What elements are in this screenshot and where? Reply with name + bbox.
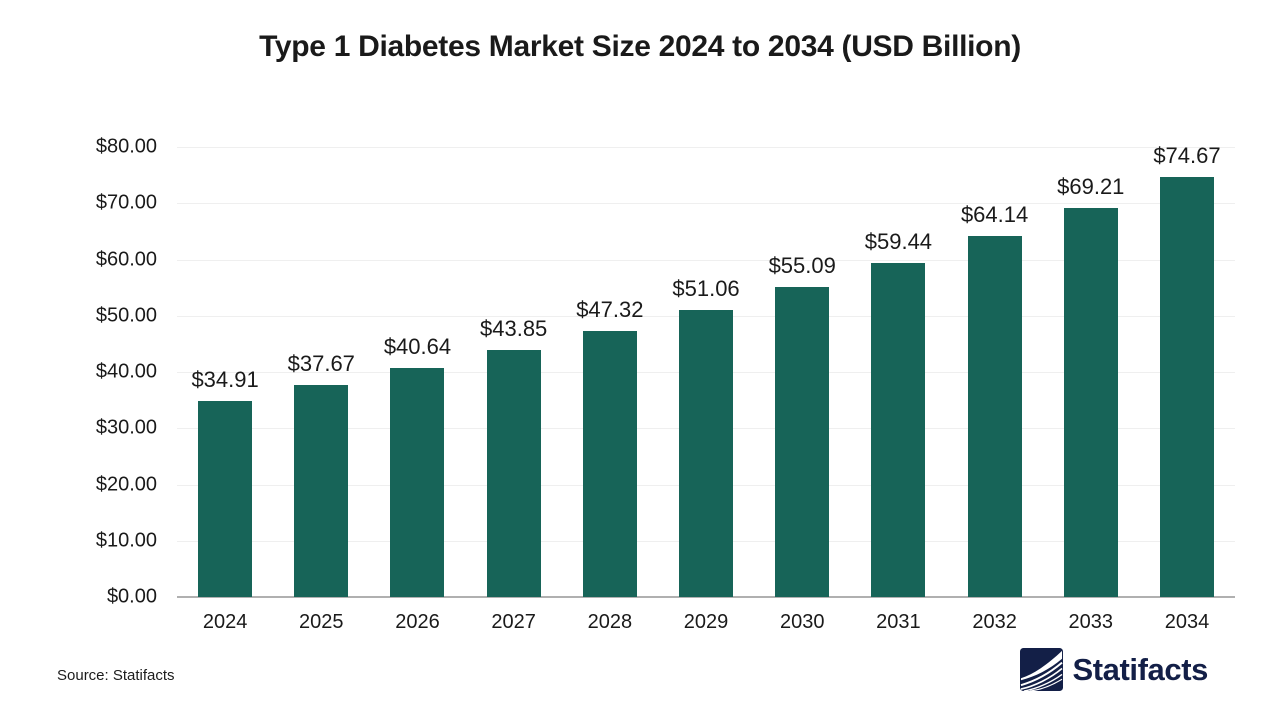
bar-value-label-2025: $37.67 bbox=[287, 351, 355, 377]
x-tick-label-2027: 2027 bbox=[491, 611, 536, 633]
x-tick-label-2024: 2024 bbox=[202, 611, 248, 633]
x-axis-line bbox=[177, 596, 1235, 598]
statifacts-logo-icon bbox=[1020, 648, 1064, 691]
x-tick-label-2034: 2034 bbox=[1164, 611, 1210, 633]
gridline bbox=[177, 147, 1235, 148]
bar-slot-2026: $40.64 bbox=[369, 147, 465, 597]
bar-slot-2034: $74.67 bbox=[1139, 143, 1235, 597]
x-tick-label-2029: 2029 bbox=[683, 611, 729, 633]
bar-2024 bbox=[198, 400, 253, 597]
bar-series: $34.91 $37.67 $40.64 $43.85 $47.32 $51.06 $55.… bbox=[177, 143, 1235, 597]
bar-value-label-2033: $69.21 bbox=[1057, 173, 1125, 199]
bar-value-label-2031: $59.44 bbox=[864, 228, 933, 254]
gridline bbox=[177, 259, 1235, 261]
source-note: Source: Statifacts bbox=[57, 667, 175, 684]
bar-2027 bbox=[486, 350, 541, 597]
bar-value-label-2030: $55.09 bbox=[768, 253, 836, 279]
bar-2032 bbox=[967, 236, 1022, 597]
y-tick-label: $40.00 bbox=[95, 360, 157, 383]
y-tick-label: $30.00 bbox=[95, 416, 157, 439]
bar-2033 bbox=[1063, 207, 1118, 597]
plot-area: $34.91 $37.67 $40.64 $43.85 $47.32 $51.06 $55.… bbox=[177, 143, 1235, 598]
bar-slot-2025: $37.67 bbox=[273, 147, 369, 597]
y-tick-label: $70.00 bbox=[95, 191, 157, 214]
bar-slot-2030: $55.09 bbox=[754, 147, 850, 597]
x-tick-label-2032: 2032 bbox=[972, 611, 1017, 633]
bar-slot-2031: $59.44 bbox=[850, 147, 946, 597]
bar-slot-2029: $51.06 bbox=[658, 147, 754, 597]
brand-wordmark: Statifacts bbox=[1072, 651, 1208, 687]
x-tick-label-2030: 2030 bbox=[779, 611, 825, 633]
bar-slot-2027: $43.85 bbox=[466, 147, 562, 597]
bar-2026 bbox=[390, 368, 445, 597]
brand-logo: Statifacts bbox=[1020, 648, 1208, 691]
bar-value-label-2024: $34.91 bbox=[191, 366, 259, 392]
bar-2029 bbox=[679, 309, 734, 597]
x-tick-label-2033: 2033 bbox=[1068, 611, 1114, 633]
y-tick-label: $50.00 bbox=[95, 304, 157, 327]
y-tick-label: $60.00 bbox=[95, 248, 157, 270]
bar-value-label-2034: $74.67 bbox=[1153, 142, 1221, 168]
x-tick-label-2031: 2031 bbox=[876, 611, 921, 633]
bar-value-label-2027: $43.85 bbox=[480, 316, 548, 342]
gridline bbox=[177, 203, 1235, 205]
bar-value-label-2028: $47.32 bbox=[576, 296, 644, 322]
x-axis-ticks: 2024 2025 2026 2027 2028 2029 2030 2031 2032 2033… bbox=[177, 611, 1235, 634]
y-tick-label: $0.00 bbox=[106, 585, 157, 608]
x-tick-label-2025: 2025 bbox=[299, 611, 344, 633]
bar-value-label-2026: $40.64 bbox=[383, 334, 452, 360]
bar-slot-2032: $64.14 bbox=[947, 147, 1043, 597]
y-tick-label: $20.00 bbox=[95, 473, 157, 495]
bar-slot-2033: $69.21 bbox=[1043, 147, 1139, 597]
bar-2025 bbox=[294, 385, 349, 597]
bar-2034 bbox=[1159, 176, 1214, 597]
bar-slot-2024: $34.91 bbox=[177, 147, 273, 597]
bar-2028 bbox=[582, 330, 637, 597]
x-tick-label-2028: 2028 bbox=[587, 611, 633, 633]
bar-value-label-2032: $64.14 bbox=[960, 202, 1029, 228]
y-tick-label: $10.00 bbox=[95, 529, 157, 552]
chart-title: Type 1 Diabetes Market Size 2024 to 2034… bbox=[259, 30, 1021, 63]
bar-slot-2028: $47.32 bbox=[562, 147, 658, 597]
bar-value-label-2029: $51.06 bbox=[672, 275, 740, 301]
bar-2030 bbox=[775, 287, 830, 597]
bar-2031 bbox=[871, 262, 926, 597]
x-tick-label-2026: 2026 bbox=[395, 611, 440, 633]
y-tick-label: $80.00 bbox=[95, 135, 157, 158]
